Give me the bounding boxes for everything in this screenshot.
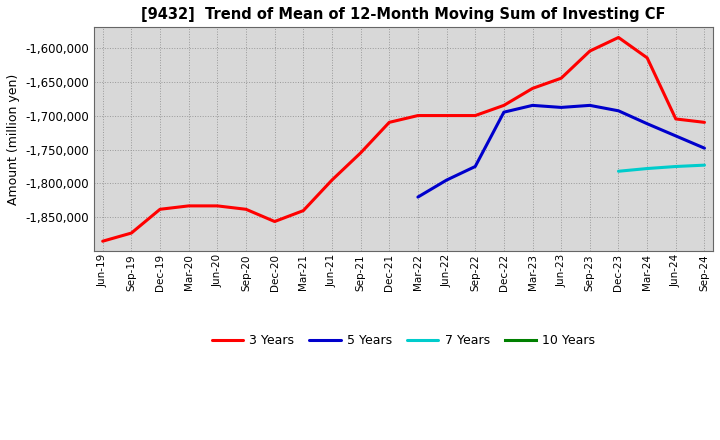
3 Years	[614, 35, 623, 40]
5 Years	[672, 133, 680, 139]
7 Years	[643, 166, 652, 171]
3 Years	[643, 55, 652, 60]
3 Years	[442, 113, 451, 118]
3 Years	[356, 150, 365, 156]
Legend: 3 Years, 5 Years, 7 Years, 10 Years: 3 Years, 5 Years, 7 Years, 10 Years	[207, 330, 600, 352]
3 Years	[500, 103, 508, 108]
5 Years	[700, 146, 708, 151]
3 Years	[528, 86, 537, 91]
7 Years	[700, 162, 708, 168]
7 Years	[614, 169, 623, 174]
5 Years	[500, 110, 508, 115]
5 Years	[643, 121, 652, 126]
5 Years	[413, 194, 422, 200]
Line: 3 Years: 3 Years	[103, 37, 704, 241]
3 Years	[184, 203, 193, 209]
3 Years	[127, 231, 135, 236]
5 Years	[471, 164, 480, 169]
3 Years	[270, 219, 279, 224]
3 Years	[471, 113, 480, 118]
3 Years	[672, 116, 680, 121]
3 Years	[328, 177, 336, 183]
Line: 7 Years: 7 Years	[618, 165, 704, 171]
Title: [9432]  Trend of Mean of 12-Month Moving Sum of Investing CF: [9432] Trend of Mean of 12-Month Moving …	[141, 7, 666, 22]
5 Years	[442, 177, 451, 183]
3 Years	[242, 207, 251, 212]
7 Years	[672, 164, 680, 169]
Line: 5 Years: 5 Years	[418, 105, 704, 197]
3 Years	[585, 48, 594, 54]
3 Years	[700, 120, 708, 125]
3 Years	[156, 207, 164, 212]
5 Years	[557, 105, 565, 110]
5 Years	[614, 108, 623, 114]
3 Years	[385, 120, 394, 125]
3 Years	[299, 208, 307, 213]
3 Years	[213, 203, 222, 209]
Y-axis label: Amount (million yen): Amount (million yen)	[7, 74, 20, 205]
3 Years	[557, 76, 565, 81]
3 Years	[99, 238, 107, 244]
5 Years	[528, 103, 537, 108]
3 Years	[413, 113, 422, 118]
5 Years	[585, 103, 594, 108]
